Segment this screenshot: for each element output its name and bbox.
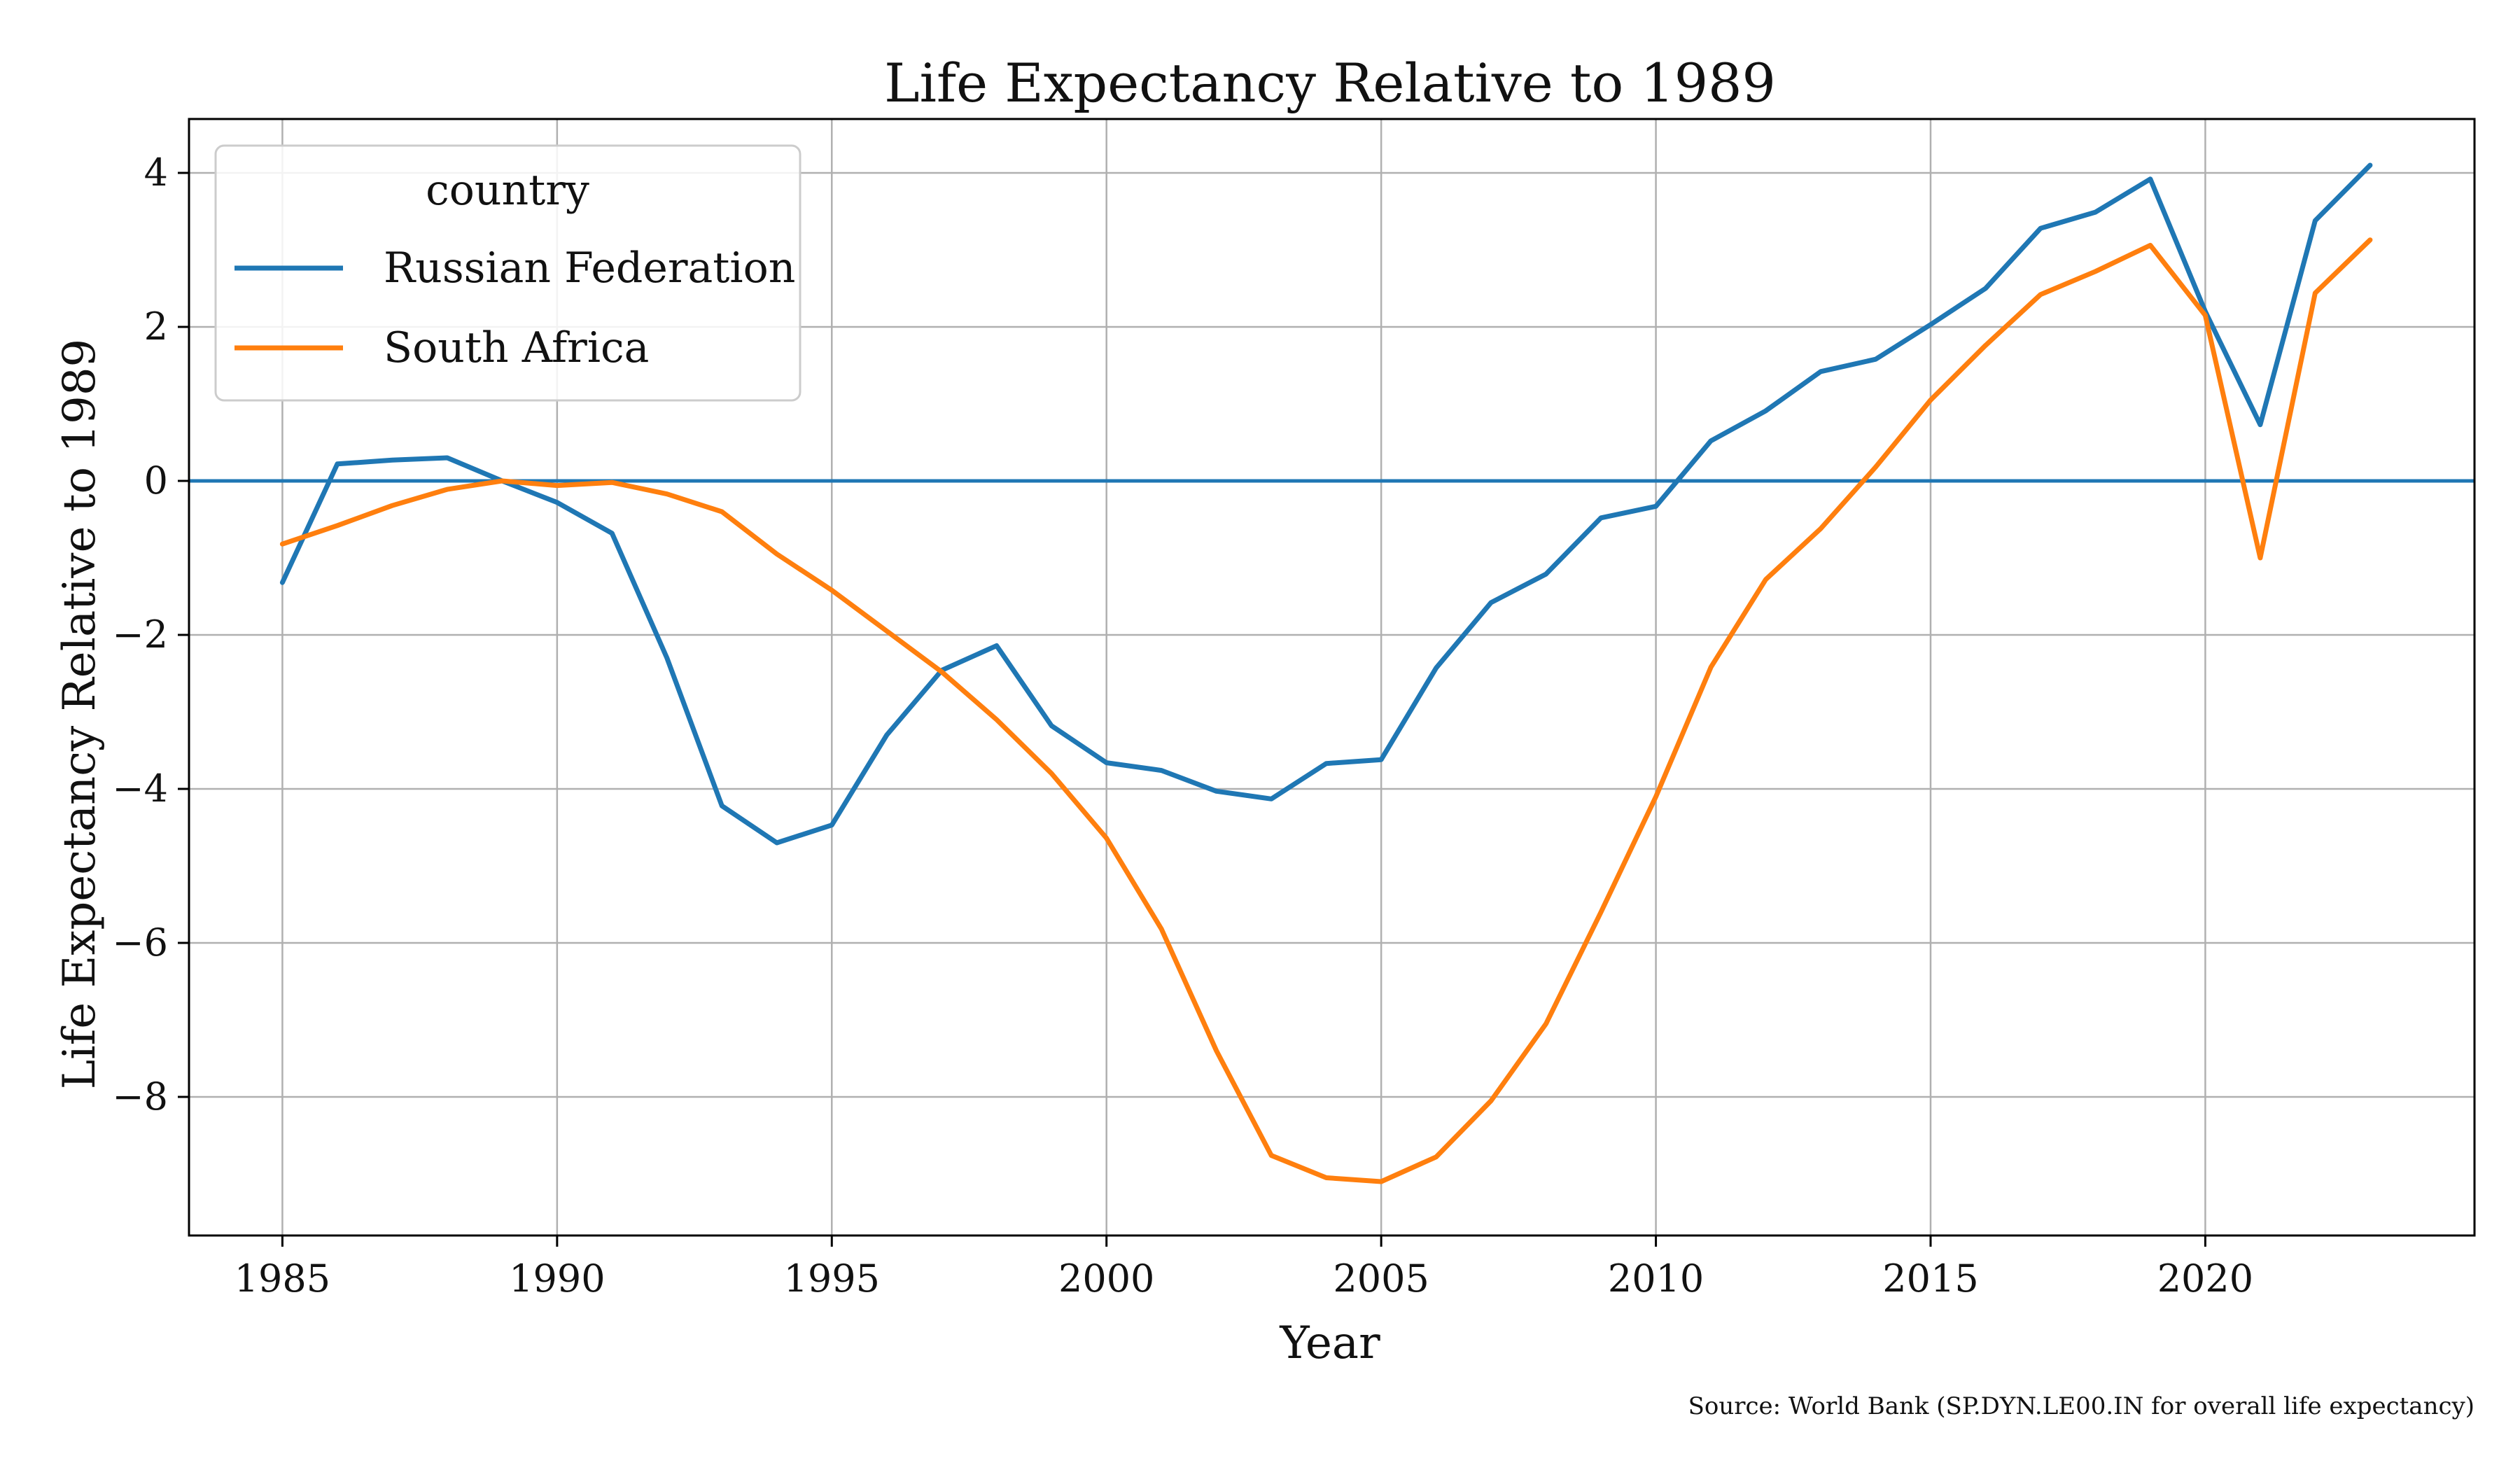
series-group bbox=[279, 162, 2373, 1184]
legend: country Russian Federation South Africa bbox=[214, 144, 802, 402]
x-tick-label-2005: 2005 bbox=[1333, 1256, 1429, 1301]
legend-title: country bbox=[426, 166, 589, 215]
y-tick-label-4: −4 bbox=[112, 766, 168, 811]
y-tick-label-6: −8 bbox=[112, 1074, 168, 1119]
x-tick-label-1985: 1985 bbox=[234, 1256, 330, 1301]
legend-label-south-africa: South Africa bbox=[384, 323, 649, 372]
y-axis-title: Life Expectancy Relative to 1989 bbox=[54, 339, 106, 1090]
y-tick-label-5: −6 bbox=[112, 920, 168, 965]
y-tick-label-2: 0 bbox=[144, 458, 168, 503]
y-tick-label-3: −2 bbox=[112, 612, 168, 657]
source-note: Source: World Bank (SP.DYN.LE00.IN for o… bbox=[1688, 1392, 2474, 1420]
y-axis-ticks: 4 2 0 −2 −4 −6 −8 bbox=[112, 150, 189, 1119]
legend-box bbox=[214, 144, 802, 402]
y-tick-label-1: 2 bbox=[144, 304, 168, 349]
legend-label-russian-federation: Russian Federation bbox=[384, 244, 795, 293]
x-axis-ticks: 1985 1990 1995 2000 2005 2010 2015 2020 bbox=[234, 1236, 2253, 1301]
y-tick-label-0: 4 bbox=[144, 150, 168, 195]
x-tick-label-2020: 2020 bbox=[2157, 1256, 2253, 1301]
series-line-russian-federation bbox=[279, 162, 2373, 846]
x-tick-label-1995: 1995 bbox=[784, 1256, 880, 1301]
chart-title: Life Expectancy Relative to 1989 bbox=[884, 52, 1776, 114]
plot-frame bbox=[188, 118, 2476, 1237]
x-axis-title: Year bbox=[1279, 1317, 1380, 1369]
x-tick-label-2010: 2010 bbox=[1608, 1256, 1704, 1301]
x-tick-label-2015: 2015 bbox=[1882, 1256, 1978, 1301]
x-tick-label-2000: 2000 bbox=[1058, 1256, 1154, 1301]
x-tick-label-1990: 1990 bbox=[509, 1256, 605, 1301]
series-line-south-africa bbox=[279, 237, 2373, 1184]
